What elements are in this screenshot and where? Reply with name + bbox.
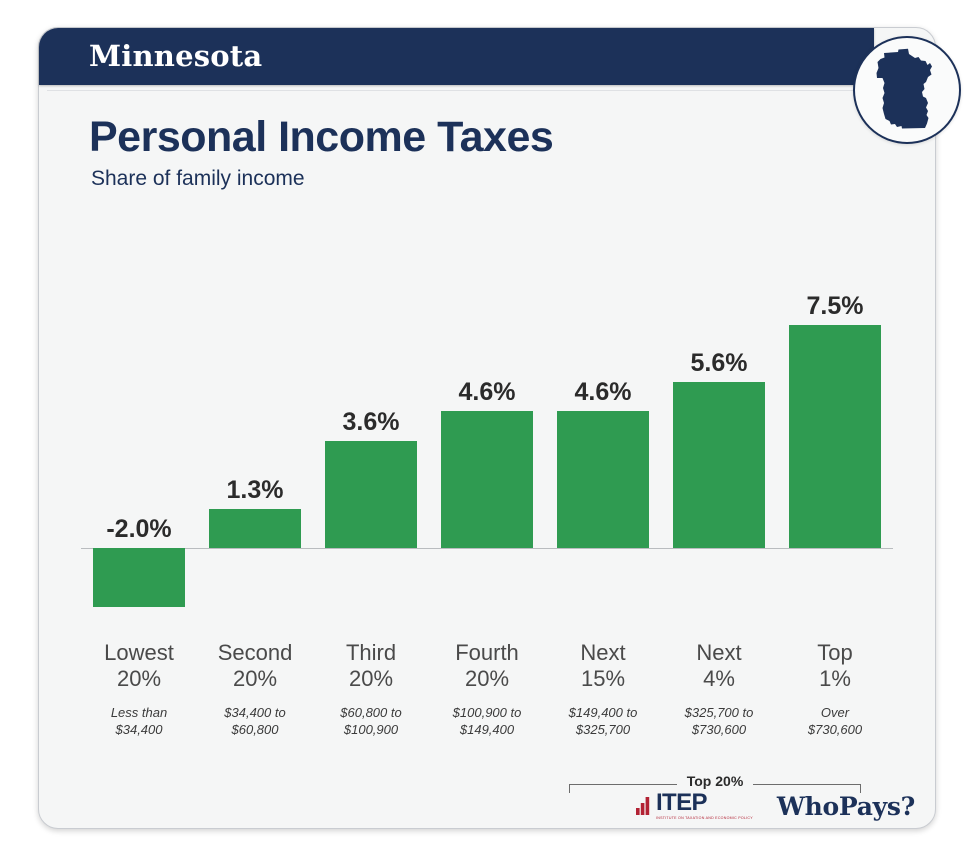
bar-column: 7.5% bbox=[789, 213, 881, 643]
bar-chart-plot: -2.0% 1.3% 3.6% 4.6% 4.6% 5.6% 7.5% bbox=[81, 213, 893, 643]
x-axis-label-group: Lowest 20% Less than $34,400 bbox=[81, 640, 197, 738]
bar-value-label: 3.6% bbox=[342, 408, 400, 437]
zero-baseline bbox=[81, 548, 893, 549]
itep-logo[interactable]: ITEP INSTITUTE ON TAXATION AND ECONOMIC … bbox=[635, 791, 753, 821]
header-divider bbox=[47, 90, 927, 91]
x-axis-income-range: Over $730,600 bbox=[807, 705, 863, 737]
x-axis-category-label: Second 20% bbox=[217, 640, 293, 691]
state-header-bar: Minnesota bbox=[39, 28, 874, 85]
top-20-bracket: Top 20% bbox=[569, 773, 861, 799]
bar[interactable] bbox=[557, 411, 649, 548]
x-axis-category-label: Third 20% bbox=[345, 640, 397, 691]
bar-column: 1.3% bbox=[209, 213, 301, 643]
x-axis-income-range: $325,700 to $730,600 bbox=[684, 705, 754, 737]
itep-bar-chart-icon bbox=[635, 796, 653, 820]
x-axis-label-group: Second 20% $34,400 to $60,800 bbox=[197, 640, 313, 738]
bar-column: 4.6% bbox=[557, 213, 649, 643]
bracket-line-right bbox=[753, 784, 861, 785]
chart-card: Minnesota Personal Income Taxes Share of… bbox=[38, 27, 961, 829]
itep-text: ITEP INSTITUTE ON TAXATION AND ECONOMIC … bbox=[656, 791, 753, 821]
bar[interactable] bbox=[93, 548, 185, 608]
bar-column: 5.6% bbox=[673, 213, 765, 643]
x-axis-income-range: $34,400 to $60,800 bbox=[224, 705, 286, 737]
bar[interactable] bbox=[325, 441, 417, 548]
x-axis-income-range: $149,400 to $325,700 bbox=[568, 705, 638, 737]
x-axis-category-label: Next 15% bbox=[580, 640, 626, 691]
minnesota-state-outline-icon bbox=[868, 48, 946, 132]
itep-subtitle: INSTITUTE ON TAXATION AND ECONOMIC POLIC… bbox=[655, 816, 753, 820]
x-axis-income-range: $60,800 to $100,900 bbox=[340, 705, 402, 737]
bar[interactable] bbox=[441, 411, 533, 548]
bar-value-label: 1.3% bbox=[226, 476, 284, 505]
x-axis-category-label: Next 4% bbox=[696, 640, 742, 691]
bar-value-label: 5.6% bbox=[690, 348, 748, 377]
bar-value-label: -2.0% bbox=[106, 515, 172, 543]
bar[interactable] bbox=[673, 381, 765, 548]
x-axis-income-range: Less than $34,400 bbox=[110, 705, 168, 737]
x-axis-label-group: Fourth 20% $100,900 to $149,400 bbox=[429, 640, 545, 738]
bracket-tick-right bbox=[860, 784, 861, 793]
x-axis-label-group: Next 15% $149,400 to $325,700 bbox=[545, 640, 661, 738]
bar[interactable] bbox=[209, 509, 301, 548]
chart-title: Personal Income Taxes bbox=[89, 113, 554, 161]
bar-column: -2.0% bbox=[93, 213, 185, 643]
whopays-logo[interactable]: WhoPays? bbox=[776, 791, 915, 821]
x-axis-label-group: Third 20% $60,800 to $100,900 bbox=[313, 640, 429, 738]
bar-value-label: 4.6% bbox=[458, 378, 516, 407]
bar-value-label: 7.5% bbox=[806, 292, 864, 321]
x-axis-label-group: Top 1% Over $730,600 bbox=[777, 640, 893, 738]
x-axis-label-group: Next 4% $325,700 to $730,600 bbox=[661, 640, 777, 738]
x-axis-category-label: Fourth 20% bbox=[455, 640, 519, 691]
bracket-tick-left bbox=[569, 784, 570, 793]
bar-column: 4.6% bbox=[441, 213, 533, 643]
bar-value-label: 4.6% bbox=[574, 378, 632, 407]
bracket-line-left bbox=[569, 784, 677, 785]
footer-logos: ITEP INSTITUTE ON TAXATION AND ECONOMIC … bbox=[635, 788, 915, 824]
state-name: Minnesota bbox=[89, 39, 263, 73]
x-axis-labels: Lowest 20% Less than $34,400 Second 20% $34,40… bbox=[81, 640, 893, 760]
chart-subtitle: Share of family income bbox=[91, 167, 305, 190]
state-badge bbox=[853, 36, 961, 144]
bracket-label: Top 20% bbox=[686, 773, 744, 789]
bar-column: 3.6% bbox=[325, 213, 417, 643]
itep-wordmark: ITEP bbox=[655, 789, 708, 816]
bar[interactable] bbox=[789, 325, 881, 548]
x-axis-income-range: $100,900 to $149,400 bbox=[452, 705, 522, 737]
x-axis-category-label: Top 1% bbox=[817, 640, 853, 691]
x-axis-category-label: Lowest 20% bbox=[104, 640, 174, 691]
